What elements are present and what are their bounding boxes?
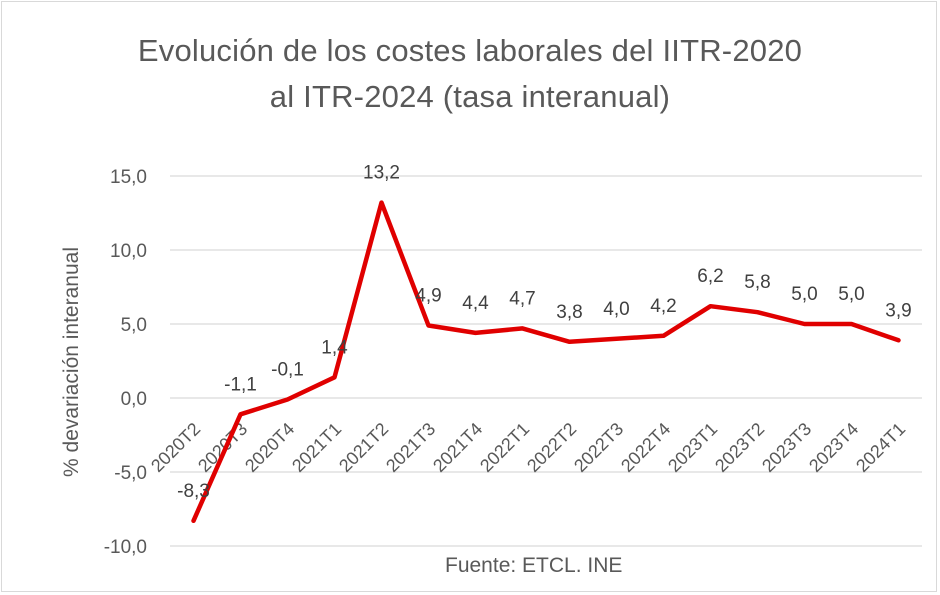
x-tick-label: 2024T1	[852, 419, 909, 476]
y-tick-label: 0,0	[121, 389, 147, 410]
x-tick-label: 2022T3	[570, 419, 627, 476]
x-tick-label: 2021T3	[382, 419, 439, 476]
series-line	[191, 200, 901, 524]
data-label: 4,0	[603, 299, 629, 320]
x-tick-label: 2021T4	[429, 419, 486, 476]
x-tick-label: 2020T2	[147, 419, 204, 476]
data-label: 6,2	[697, 266, 723, 287]
data-labels: -8,3 -1,1 -0,1 1,4 13,2 4,9 4,4 4,7 3,8 4,0 4,2 6,2…	[177, 163, 912, 502]
y-axis-tick-labels: 15,0 10,0 5,0 0,0 -5,0 -10,0	[104, 167, 147, 558]
data-label: 4,2	[650, 296, 676, 317]
data-label: -8,3	[177, 481, 210, 502]
data-label: 5,0	[838, 284, 864, 305]
y-tick-label: 5,0	[121, 315, 147, 336]
data-label: 4,7	[509, 288, 535, 309]
source-note: Fuente: ETCL. INE	[445, 554, 623, 577]
chart-title-line-1: Evolución de los costes laborales del II…	[137, 33, 803, 68]
x-tick-label: 2021T1	[288, 419, 345, 476]
data-label: -0,1	[271, 359, 304, 380]
y-axis-title: % devariación interanual	[60, 247, 83, 477]
y-tick-label: 15,0	[110, 167, 147, 188]
data-label: 5,8	[744, 272, 770, 293]
chart-title-line-2: al ITR-2024 (tasa interanual)	[269, 79, 671, 114]
data-label: 3,9	[885, 300, 911, 321]
x-tick-label: 2023T3	[758, 419, 815, 476]
x-tick-label: 2023T4	[805, 419, 862, 476]
data-label: 3,8	[556, 302, 582, 323]
y-tick-label: -10,0	[104, 537, 147, 558]
x-tick-label: 2021T2	[335, 419, 392, 476]
data-label: 4,4	[462, 293, 489, 314]
x-tick-label: 2022T1	[476, 419, 533, 476]
y-tick-label: -5,0	[114, 463, 147, 484]
x-tick-label: 2023T1	[664, 419, 721, 476]
data-label: 13,2	[363, 163, 400, 184]
chart-title: Evolución de los costes laborales del II…	[0, 28, 940, 120]
x-tick-label: 2020T3	[194, 419, 251, 476]
data-label: -1,1	[224, 374, 257, 395]
data-label: 4,9	[415, 285, 441, 306]
x-tick-label: 2023T2	[711, 419, 768, 476]
x-tick-label: 2022T4	[617, 419, 674, 476]
x-tick-label: 2020T4	[241, 419, 298, 476]
data-label: 1,4	[321, 337, 348, 358]
y-tick-label: 10,0	[110, 241, 147, 262]
x-axis-tick-labels: 2020T22020T32020T42021T12021T22021T32021…	[147, 419, 909, 476]
series-polyline	[191, 200, 901, 524]
data-label: 5,0	[791, 284, 817, 305]
x-tick-label: 2022T2	[523, 419, 580, 476]
